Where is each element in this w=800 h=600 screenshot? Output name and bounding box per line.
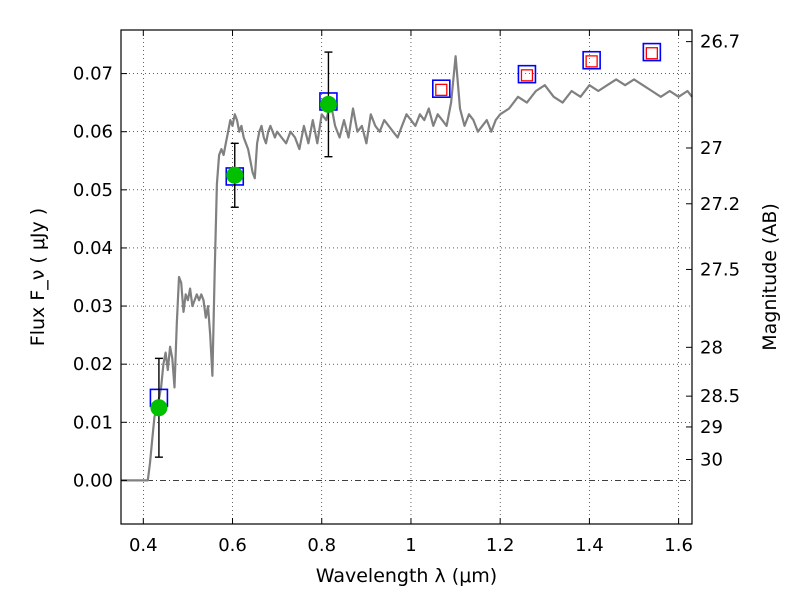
right-tick-label: 29	[700, 417, 723, 438]
observed-flux-point	[150, 399, 168, 417]
model-flux-square	[642, 42, 662, 62]
model-flux-square	[431, 79, 451, 98]
model-flux-square	[517, 64, 537, 84]
observed-flux-point	[319, 95, 337, 113]
right-tick-label: 30	[700, 449, 723, 470]
y-axis-title: Flux F_ν ( μJy )	[27, 208, 49, 346]
observed-flux-point	[226, 166, 244, 184]
x-tick-label: 0.4	[129, 535, 158, 556]
y-tick-label: 0.02	[73, 354, 113, 375]
grid-lines	[121, 30, 692, 524]
right-tick-label: 27.5	[700, 259, 740, 280]
x-tick-label: 0.6	[218, 535, 247, 556]
x-tick-label: 1.6	[664, 535, 693, 556]
model-flux-square	[582, 50, 601, 70]
right-tick-label: 28.5	[700, 386, 740, 407]
upper-limit-square	[520, 69, 534, 82]
right-tick-label: 27	[700, 138, 723, 159]
x-tick-label: 1	[405, 535, 416, 556]
right-tick-label: 27.2	[700, 194, 740, 215]
photometry-markers	[149, 42, 662, 458]
right-tick-label: 28	[700, 337, 723, 358]
upper-limit-square	[645, 47, 659, 60]
x-tick-label: 0.8	[307, 535, 336, 556]
y-tick-label: 0.04	[73, 238, 113, 259]
y-tick-label: 0.00	[73, 470, 113, 491]
upper-limit-square	[585, 55, 598, 68]
axis-ticks: 0.4 0.6 0.8 1 1.2 1.4 1.6 0.00 0.01 0.02 0.03 0.04 0…	[73, 30, 740, 556]
y-tick-label: 0.01	[73, 412, 113, 433]
y-tick-label: 0.07	[73, 64, 113, 85]
y-tick-label: 0.03	[73, 296, 113, 317]
y-tick-label: 0.05	[73, 180, 113, 201]
plot-frame	[120, 29, 693, 525]
x-tick-label: 1.2	[486, 535, 515, 556]
x-tick-label: 1.4	[575, 535, 604, 556]
x-axis-title: Wavelength λ (μm)	[316, 565, 497, 587]
right-axis-title: Magnitude (AB)	[759, 203, 781, 351]
y-tick-label: 0.06	[73, 122, 113, 143]
sed-curve-group	[121, 55, 693, 482]
right-tick-label: 26.7	[700, 32, 740, 53]
upper-limit-square	[435, 83, 448, 97]
sed-line	[121, 55, 693, 482]
